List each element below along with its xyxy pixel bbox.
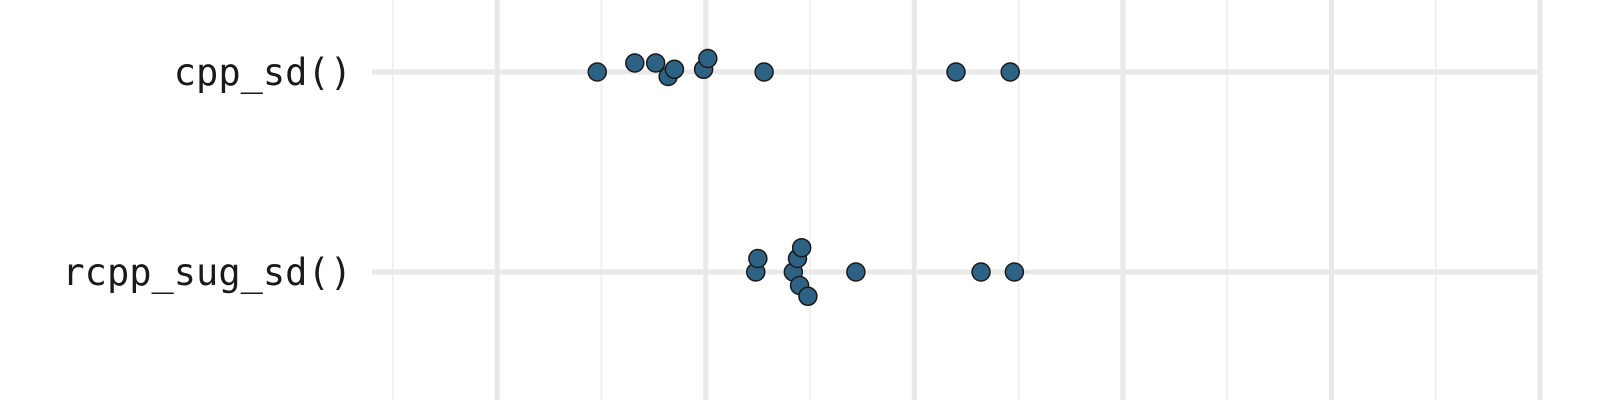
category-label: rcpp_sug_sd() (62, 251, 352, 295)
data-point (625, 53, 645, 73)
data-point (645, 53, 666, 73)
data-point (1004, 262, 1025, 282)
data-points (587, 48, 1025, 307)
category-label: cpp_sd() (174, 51, 352, 95)
major-gridlines (494, 0, 1543, 400)
data-point (1000, 62, 1020, 82)
data-point (754, 62, 774, 82)
data-point (846, 262, 866, 282)
category-gridlines (372, 69, 1540, 275)
category-labels: cpp_sd() rcpp_sug_sd() (62, 51, 352, 295)
data-point (587, 62, 608, 82)
data-point (748, 248, 768, 269)
data-point (798, 286, 818, 307)
data-point (698, 48, 718, 69)
data-point (664, 59, 685, 80)
data-point (971, 262, 991, 282)
data-point (946, 62, 966, 82)
data-point (791, 237, 812, 258)
